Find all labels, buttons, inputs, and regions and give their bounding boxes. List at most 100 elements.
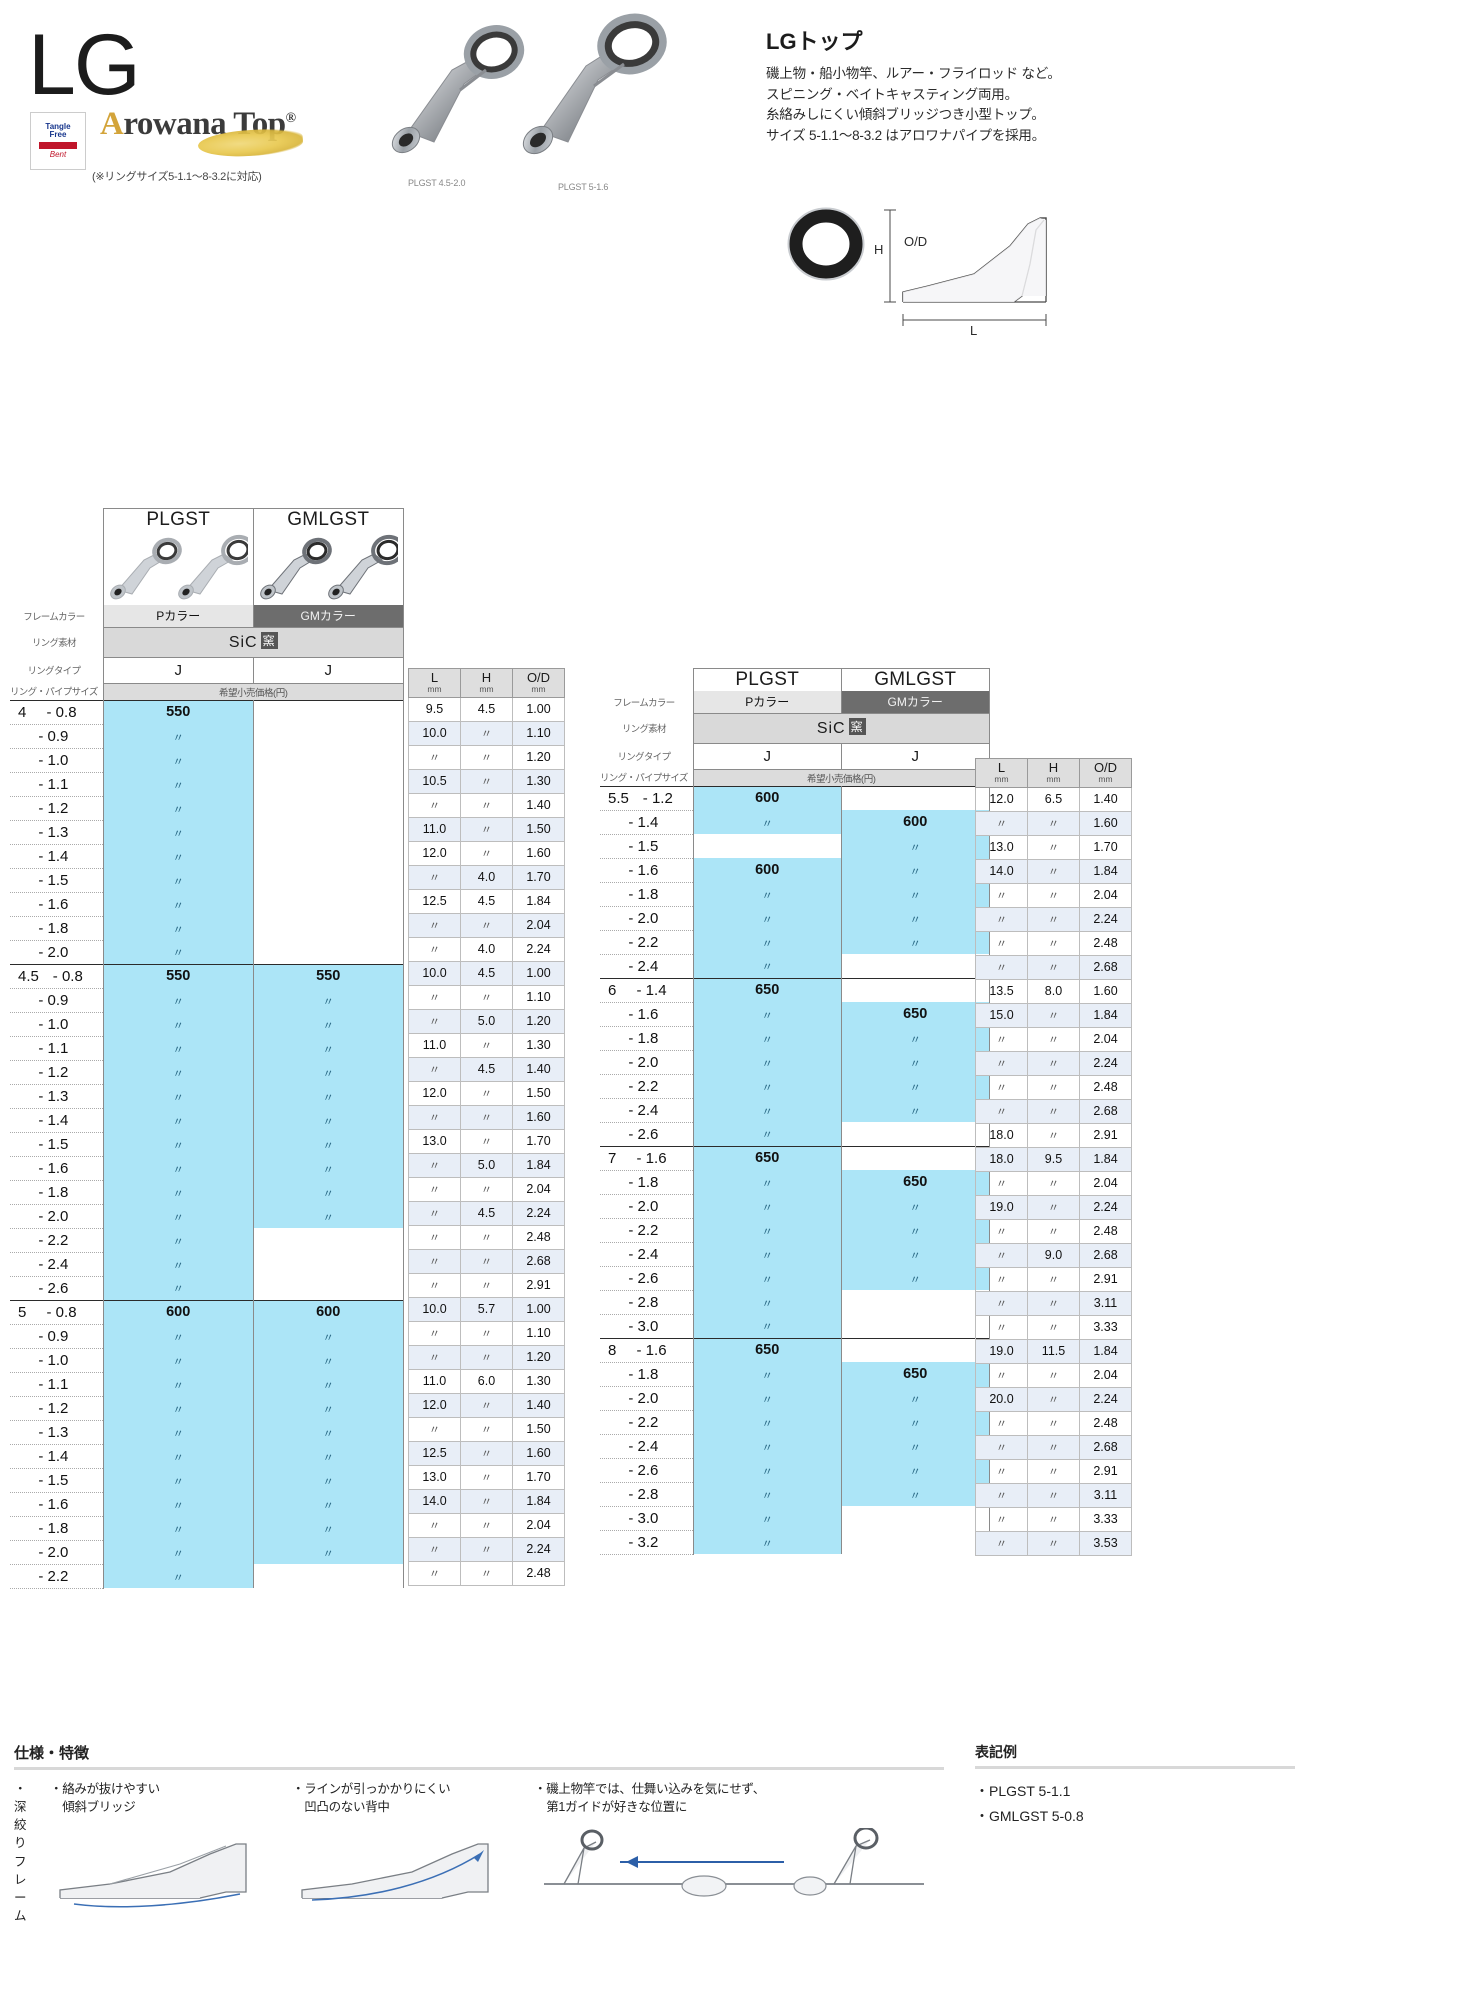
price-cell: 〃: [102, 988, 254, 1012]
dim-cell-h: 〃: [1027, 954, 1080, 980]
dim-cell-h: 〃: [1027, 1506, 1080, 1532]
dim-row: 10.5 〃 1.30: [408, 768, 565, 794]
dim-row: 〃 〃 3.11: [975, 1482, 1132, 1508]
frame-color-p: Pカラー: [102, 605, 254, 627]
price-cell: 〃: [102, 1372, 254, 1396]
right-price-table-block: PLGST GMLGST フレームカラー Pカラー GMカラー リング素材 Si…: [600, 668, 990, 1555]
size-cell: - 2.8: [600, 1482, 694, 1507]
price-cell: 〃: [841, 1098, 990, 1122]
size-cell: - 2.2: [10, 1228, 104, 1253]
table-row: 8- 1.6 650: [600, 1337, 990, 1363]
dim-row: 12.5 4.5 1.84: [408, 888, 565, 914]
price-cell: 〃: [841, 1266, 990, 1290]
dim-cell-h: 4.5: [460, 960, 513, 986]
dim-cell-od: 1.40: [1079, 786, 1132, 812]
dim-cell-h: 〃: [460, 816, 513, 842]
price-cell: 650: [692, 1337, 842, 1362]
row-label-ring-pipe-size: リング・パイプサイズ: [600, 773, 688, 785]
feature-text: ・ラインが引っかかりにくい 凹凸のない背中: [292, 1782, 451, 1815]
row-label-ring-material: リング素材: [31, 638, 77, 649]
table-row: - 2.0 〃: [10, 940, 404, 965]
dim-cell-h: 〃: [460, 1440, 513, 1466]
dim-cell-l: 〃: [408, 1416, 461, 1442]
dim-cell-od: 1.50: [512, 1416, 565, 1442]
dim-row: 〃 〃 2.04: [975, 1362, 1132, 1388]
dim-cell-od: 2.24: [1079, 1050, 1132, 1076]
dim-row: 〃 9.0 2.68: [975, 1242, 1132, 1268]
dim-cell-od: 2.68: [1079, 1434, 1132, 1460]
dim-cell-od: 2.68: [1079, 1098, 1132, 1124]
table-row: - 2.2 〃〃: [600, 1410, 990, 1435]
row-label-ring-pipe-size: リング・パイプサイズ: [10, 687, 98, 699]
feature-illustration: [50, 1828, 280, 1914]
ring-type-gmlgst: J: [253, 657, 404, 684]
dim-row: 〃 〃 1.20: [408, 744, 565, 770]
dim-cell-od: 1.50: [512, 816, 565, 842]
size-cell: - 1.1: [10, 772, 104, 797]
table-row: - 2.2 〃: [10, 1564, 404, 1589]
dim-cell-h: 〃: [460, 1560, 513, 1586]
price-cell: 〃: [692, 1266, 842, 1290]
ring-material-value: SiC 窯: [692, 712, 990, 744]
dim-cell-od: 2.48: [1079, 930, 1132, 956]
size-cell: - 0.9: [10, 1324, 104, 1349]
table-row: 4- 0.8 550: [10, 699, 404, 725]
model-header-plgst: PLGST: [692, 668, 842, 691]
dim-cell-l: 〃: [408, 1200, 461, 1226]
dim-row: 〃 〃 1.60: [975, 810, 1132, 836]
dim-row: 〃 〃 1.10: [408, 984, 565, 1010]
size-cell: - 1.8: [600, 1362, 694, 1387]
dim-cell-od: 1.70: [512, 1128, 565, 1154]
price-cell: 〃: [692, 1194, 842, 1218]
features-title: 仕様・特徴: [14, 1745, 90, 1762]
size-cell: - 2.0: [10, 1204, 104, 1229]
row-label-ring-material: リング素材: [621, 724, 667, 735]
dim-cell-od: 1.20: [512, 1344, 565, 1370]
dim-row: 〃 〃 2.48: [975, 930, 1132, 956]
table-row: - 1.8 〃 650: [600, 1170, 990, 1195]
price-cell: 〃: [102, 1492, 254, 1516]
dim-cell-l: 12.5: [408, 1440, 461, 1466]
dim-cell-h: 〃: [1027, 1410, 1080, 1436]
dim-row: 〃 〃 1.50: [408, 1416, 565, 1442]
size-cell: - 2.2: [10, 1564, 104, 1589]
size-cell: - 1.4: [600, 810, 694, 835]
dim-row: 13.0 〃 1.70: [408, 1464, 565, 1490]
table-row: - 2.4 〃〃: [600, 1242, 990, 1267]
arowana-initial: A: [100, 106, 124, 142]
features-divider: [14, 1767, 944, 1770]
dim-cell-h: 〃: [460, 1104, 513, 1130]
size-cell: - 2.4: [600, 954, 694, 979]
dim-cell-od: 2.24: [512, 1536, 565, 1562]
dim-cell-od: 2.68: [1079, 1242, 1132, 1268]
ring-type-plgst: J: [102, 657, 254, 684]
price-cell: 650: [841, 1002, 990, 1026]
notation-list: ・PLGST 5-1.1 ・GMLGST 5-0.8: [975, 1779, 1295, 1828]
size-cell: - 1.5: [10, 1468, 104, 1493]
dim-cell-od: 1.84: [512, 888, 565, 914]
dim-cell-h: 〃: [460, 1224, 513, 1250]
price-cell: 〃: [102, 1204, 254, 1228]
dim-cell-l: 〃: [975, 1266, 1028, 1292]
price-cell: 〃: [253, 1084, 404, 1108]
price-cell: [841, 1506, 990, 1530]
dim-cell-od: 2.24: [1079, 1386, 1132, 1412]
dim-row: 14.0 〃 1.84: [408, 1488, 565, 1514]
dim-cell-l: 〃: [408, 1152, 461, 1178]
dim-cell-h: 〃: [460, 1032, 513, 1058]
price-cell: 〃: [692, 906, 842, 930]
dim-cell-l: 9.5: [408, 696, 461, 722]
price-cell: 〃: [253, 1060, 404, 1084]
dim-row: 〃 〃 2.48: [408, 1560, 565, 1586]
dim-cell-l: 14.0: [975, 858, 1028, 884]
product-photos: PLGST 4.5-2.0 PLGST 5-1.6: [370, 10, 710, 200]
price-cell: 〃: [253, 1108, 404, 1132]
price-cell: 〃: [102, 1396, 254, 1420]
dim-cell-l: 〃: [975, 906, 1028, 932]
price-cell: 〃: [841, 1026, 990, 1050]
dim-cell-h: 〃: [460, 1272, 513, 1298]
feature-text: ・絡みが抜けやすい 傾斜ブリッジ: [50, 1782, 160, 1815]
size-cell: - 2.6: [10, 1276, 104, 1301]
